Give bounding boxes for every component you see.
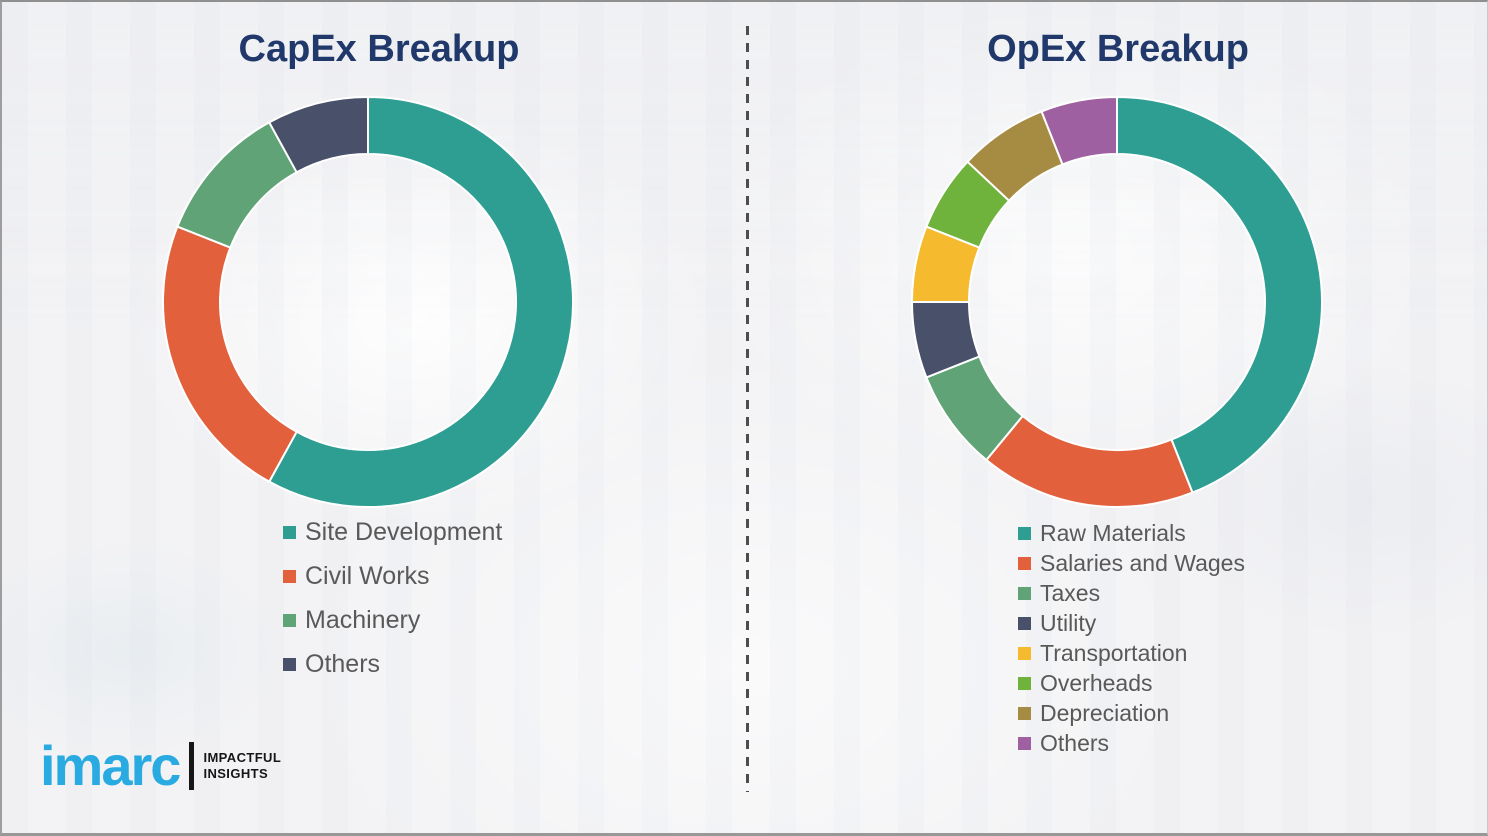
logo-divider-bar <box>189 742 195 790</box>
legend-swatch-icon <box>283 613 296 627</box>
legend-item-transportation: Transportation <box>1018 638 1245 668</box>
legend-swatch-icon <box>1018 736 1031 750</box>
legend-label: Transportation <box>1040 639 1188 666</box>
legend-label: Salaries and Wages <box>1040 549 1245 576</box>
legend-item-others: Others <box>283 642 502 686</box>
legend-label: Others <box>305 649 381 678</box>
logo-tagline-line1: IMPACTFUL <box>203 749 282 765</box>
opex-donut-chart <box>910 95 1323 508</box>
legend-item-raw-materials: Raw Materials <box>1018 518 1245 548</box>
legend-swatch-icon <box>1018 586 1031 600</box>
legend-item-salaries-and-wages: Salaries and Wages <box>1018 548 1245 578</box>
opex-legend: Raw Materials Salaries and Wages Taxes Util… <box>1018 518 1245 758</box>
legend-item-site-development: Site Development <box>283 510 502 554</box>
logo-tagline: IMPACTFUL INSIGHTS <box>203 750 281 783</box>
donut-segment-salaries-and-wages <box>984 414 1194 508</box>
legend-label: Others <box>1040 729 1110 756</box>
imarc-logo: imarc IMPACTFUL INSIGHTS <box>40 738 281 794</box>
legend-item-utility: Utility <box>1018 608 1245 638</box>
donut-segment-others <box>1040 95 1118 166</box>
legend-label: Civil Works <box>305 561 430 590</box>
capex-donut-chart <box>162 95 574 508</box>
logo-tagline-line2: INSIGHTS <box>203 766 269 781</box>
capex-legend: Site Development Civil Works Machinery Othe… <box>283 510 502 686</box>
legend-label: Depreciation <box>1040 699 1170 726</box>
legend-label: Taxes <box>1040 579 1101 606</box>
donut-segment-civil-works <box>162 225 299 484</box>
legend-swatch-icon <box>283 657 296 671</box>
legend-item-civil-works: Civil Works <box>283 554 502 598</box>
legend-item-taxes: Taxes <box>1018 578 1245 608</box>
donut-segment-site-development <box>267 95 574 508</box>
opex-title: OpEx Breakup <box>987 28 1249 70</box>
legend-swatch-icon <box>1018 706 1031 720</box>
donut-segment-raw-materials <box>1116 95 1323 494</box>
legend-label: Utility <box>1040 609 1097 636</box>
legend-swatch-icon <box>1018 646 1031 660</box>
legend-label: Site Development <box>305 517 503 546</box>
legend-label: Raw Materials <box>1040 519 1186 546</box>
legend-swatch-icon <box>1018 526 1031 540</box>
legend-swatch-icon <box>1018 676 1031 690</box>
panel-divider <box>746 26 749 792</box>
legend-swatch-icon <box>283 525 296 539</box>
legend-swatch-icon <box>1018 616 1031 630</box>
legend-swatch-icon <box>283 569 296 583</box>
donut-segment-others <box>267 95 369 174</box>
legend-swatch-icon <box>1018 556 1031 570</box>
legend-item-depreciation: Depreciation <box>1018 698 1245 728</box>
imarc-logo-text: imarc <box>40 734 181 797</box>
legend-item-machinery: Machinery <box>283 598 502 642</box>
legend-item-overheads: Overheads <box>1018 668 1245 698</box>
legend-label: Overheads <box>1040 669 1153 696</box>
legend-item-others: Others <box>1018 728 1245 758</box>
legend-label: Machinery <box>305 605 421 634</box>
capex-title: CapEx Breakup <box>238 28 520 70</box>
